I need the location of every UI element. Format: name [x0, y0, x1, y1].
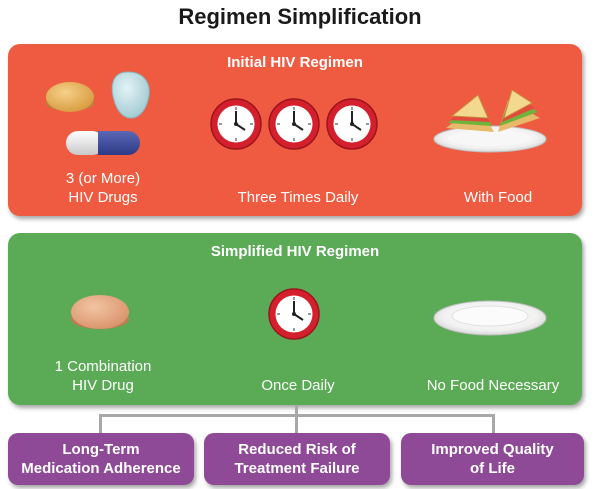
initial-frequency-label: Three Times Daily	[237, 189, 359, 206]
initial-drugs-label: 3 (or More) HIV Drugs	[65, 170, 141, 206]
outcome-treatment-failure-box: Reduced Risk of Treatment Failure	[204, 433, 390, 485]
connector-stem	[295, 405, 298, 416]
clock-icon	[210, 98, 262, 150]
diagram-title: Regimen Simplification	[178, 4, 422, 29]
sandwich-plate-icon	[433, 89, 547, 153]
clock-icon	[268, 98, 320, 150]
initial-food-label: With Food	[463, 189, 533, 206]
pill-icon	[71, 295, 129, 329]
clock-icon	[268, 288, 320, 340]
clock-icon	[326, 98, 378, 150]
outcome-adherence-box: Long-Term Medication Adherence	[8, 433, 194, 485]
initial-regimen-heading: Initial HIV Regimen	[227, 54, 363, 71]
simplified-drug-label: 1 Combination HIV Drug	[54, 358, 152, 394]
connector-left	[99, 414, 102, 434]
connector-center	[295, 414, 298, 434]
connector-right	[492, 414, 495, 434]
pills-icon	[46, 71, 150, 155]
simplified-food-label: No Food Necessary	[426, 377, 560, 394]
simplified-frequency-label: Once Daily	[261, 377, 335, 394]
outcome-quality-of-life-box: Improved Quality of Life	[401, 433, 584, 485]
simplified-regimen-heading: Simplified HIV Regimen	[210, 243, 380, 260]
empty-plate-icon	[433, 300, 547, 336]
